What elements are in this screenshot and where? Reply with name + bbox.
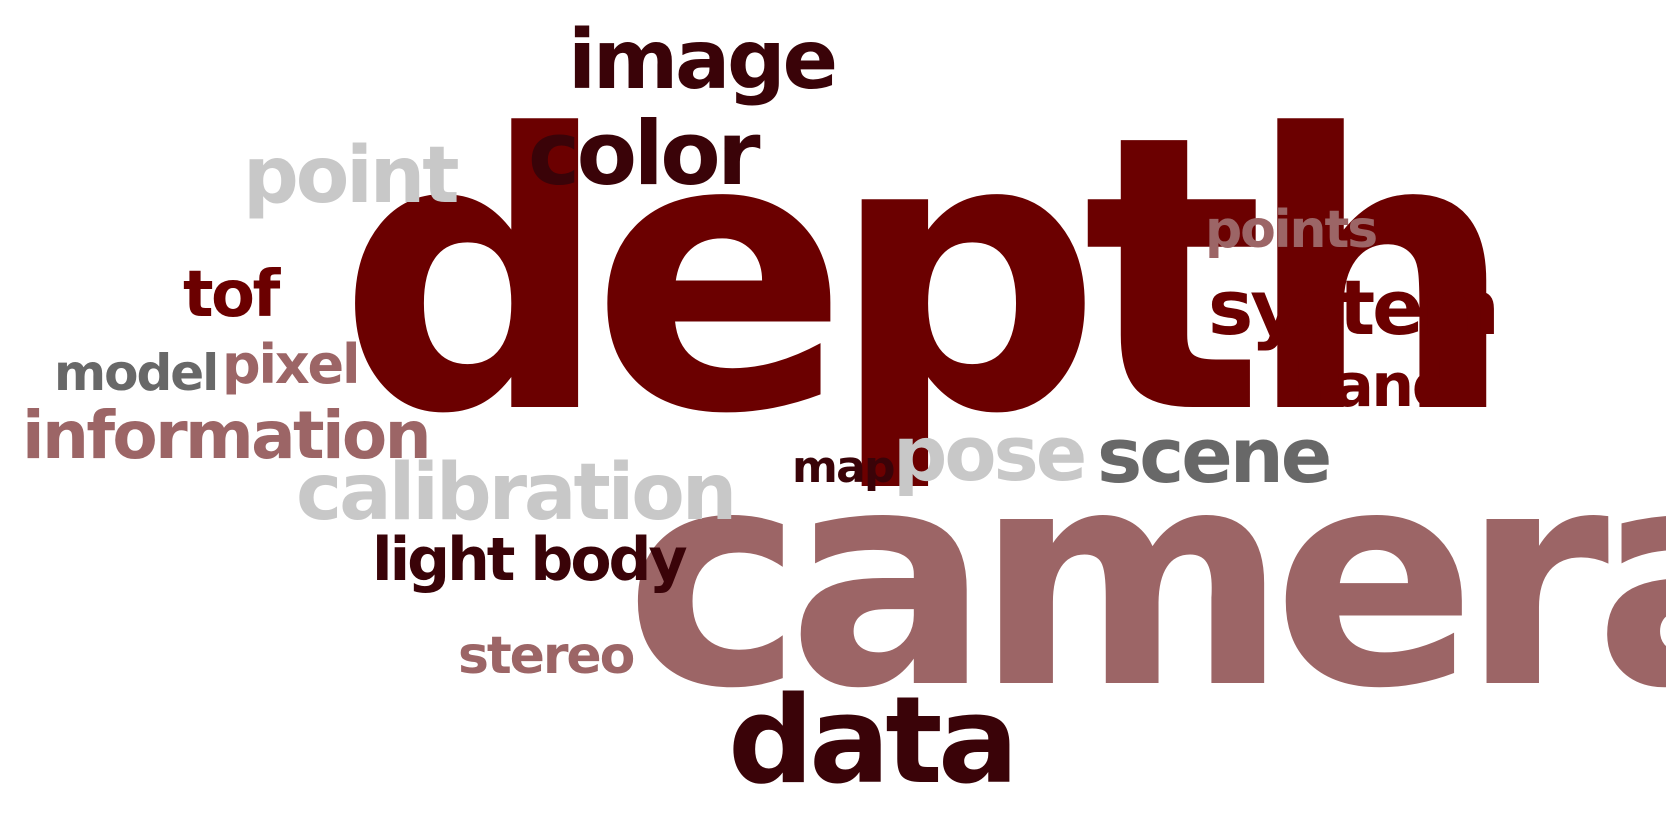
word-data: data: [728, 682, 1014, 802]
word-color: color: [528, 110, 757, 198]
word-image: image: [568, 20, 835, 102]
word-stereo: stereo: [458, 630, 633, 682]
word-tof: tof: [183, 263, 278, 327]
word-pixel: pixel: [222, 338, 358, 392]
word-system: system: [1208, 270, 1497, 346]
word-scene: scene: [1097, 418, 1329, 494]
word-map: map: [792, 446, 894, 490]
word-light-body: light body: [372, 530, 685, 590]
word-point: point: [243, 137, 456, 215]
word-pose: pose: [893, 416, 1084, 492]
word-points: points: [1205, 204, 1376, 256]
word-calibration: calibration: [296, 454, 734, 532]
word-model: model: [54, 348, 217, 398]
word-hand: hand: [1293, 356, 1452, 416]
